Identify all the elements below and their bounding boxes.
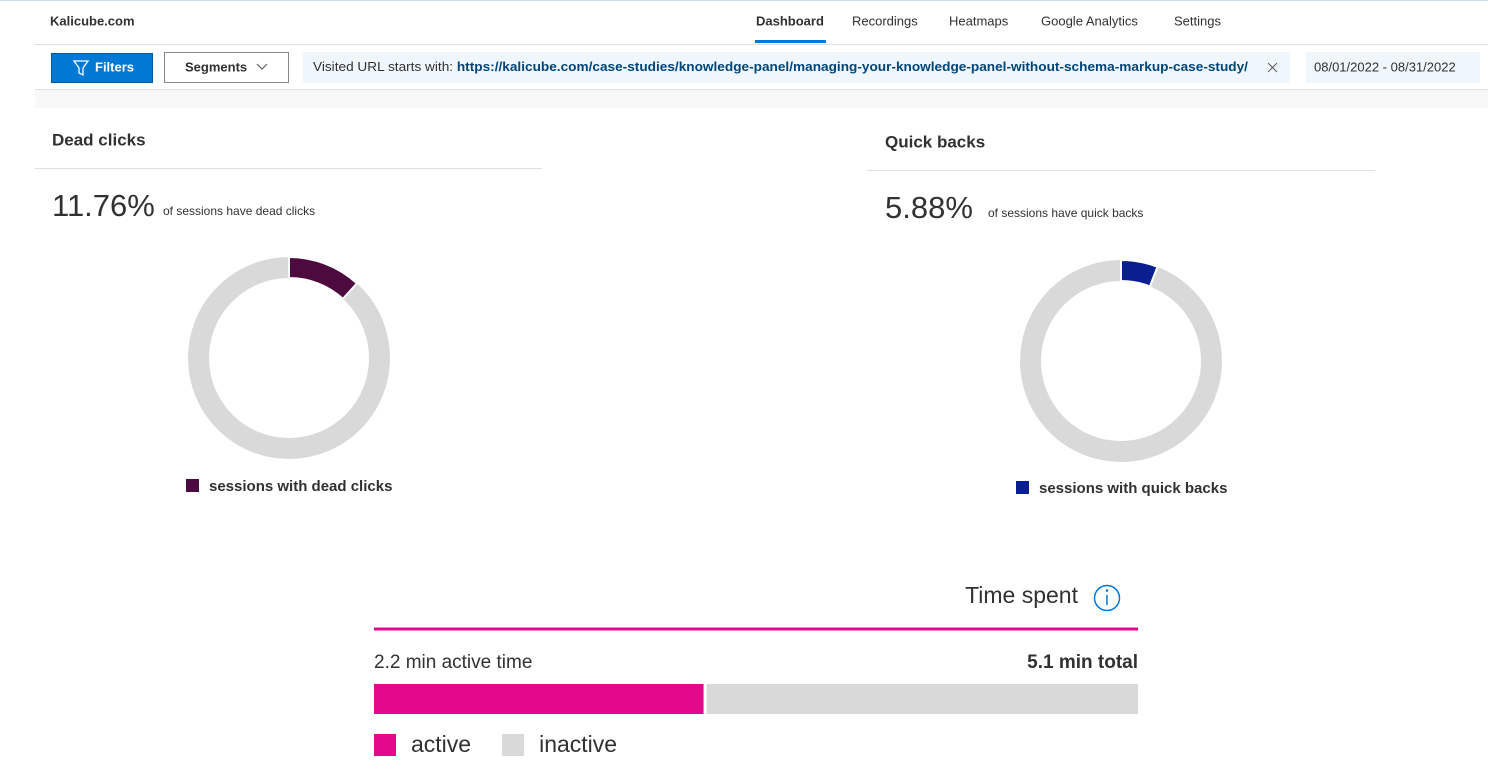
filter-icon bbox=[72, 60, 90, 77]
donut-segment bbox=[288, 255, 359, 301]
date-range-pill[interactable]: 08/01/2022 - 08/31/2022 bbox=[1306, 52, 1480, 83]
button-label: Filters bbox=[95, 59, 134, 74]
filter-value: https://kalicube.com/case-studies/knowle… bbox=[457, 60, 1249, 74]
segments-button[interactable]: Segments bbox=[164, 52, 289, 83]
legend-swatch bbox=[186, 479, 199, 492]
nav-tab[interactable]: Heatmaps bbox=[949, 13, 1009, 28]
headline-value: 5.88% bbox=[885, 190, 973, 225]
legend-label: sessions with quick backs bbox=[1039, 480, 1227, 497]
caption: of sessions have dead clicks bbox=[163, 204, 315, 218]
filter-text: Visited URL starts with: https://kalicub… bbox=[313, 60, 1249, 74]
active-time-label: 2.2 min active time bbox=[374, 652, 532, 673]
card-title: Time spent bbox=[965, 582, 1079, 608]
band bbox=[35, 90, 1488, 108]
donut-segment bbox=[1120, 258, 1159, 288]
legend-swatch bbox=[502, 734, 525, 756]
date-range: 08/01/2022 - 08/31/2022 bbox=[1314, 59, 1456, 74]
nav-tab[interactable]: Recordings bbox=[852, 13, 918, 28]
button-label: Segments bbox=[185, 59, 247, 74]
legend-swatch bbox=[374, 734, 396, 756]
caption: of sessions have quick backs bbox=[988, 206, 1143, 220]
donut-track bbox=[188, 257, 390, 459]
chevron-icon bbox=[256, 63, 268, 70]
filter-pill[interactable]: Visited URL starts with: https://kalicub… bbox=[303, 52, 1290, 83]
filter-label: Visited URL starts with: bbox=[313, 60, 453, 74]
card-title: Quick backs bbox=[885, 132, 985, 151]
legend-label: inactive bbox=[539, 731, 617, 757]
card-title: Dead clicks bbox=[52, 130, 146, 149]
pill-bg bbox=[1306, 52, 1480, 83]
filters-button[interactable]: Filters bbox=[51, 53, 153, 83]
remove-filter-icon[interactable] bbox=[1267, 62, 1278, 73]
active-tab-indicator bbox=[755, 40, 826, 43]
time-bar bbox=[706, 684, 1138, 714]
legend-label: active bbox=[411, 731, 471, 757]
button-bg bbox=[164, 52, 289, 83]
button-bg bbox=[51, 53, 153, 83]
legend-label: sessions with dead clicks bbox=[209, 478, 392, 495]
legend-swatch bbox=[1016, 481, 1029, 494]
headline-value: 11.76% bbox=[52, 188, 155, 223]
nav-tab[interactable]: Settings bbox=[1174, 13, 1221, 28]
donut-track bbox=[1020, 260, 1222, 462]
pill-bg bbox=[303, 52, 1290, 83]
time-bar bbox=[374, 684, 704, 714]
total-time-label: 5.1 min total bbox=[1027, 652, 1138, 673]
nav-tab[interactable]: Dashboard bbox=[756, 13, 824, 28]
info-icon[interactable] bbox=[1093, 584, 1121, 612]
site-name: Kalicube.com bbox=[50, 13, 135, 28]
nav-tab[interactable]: Google Analytics bbox=[1041, 13, 1138, 28]
